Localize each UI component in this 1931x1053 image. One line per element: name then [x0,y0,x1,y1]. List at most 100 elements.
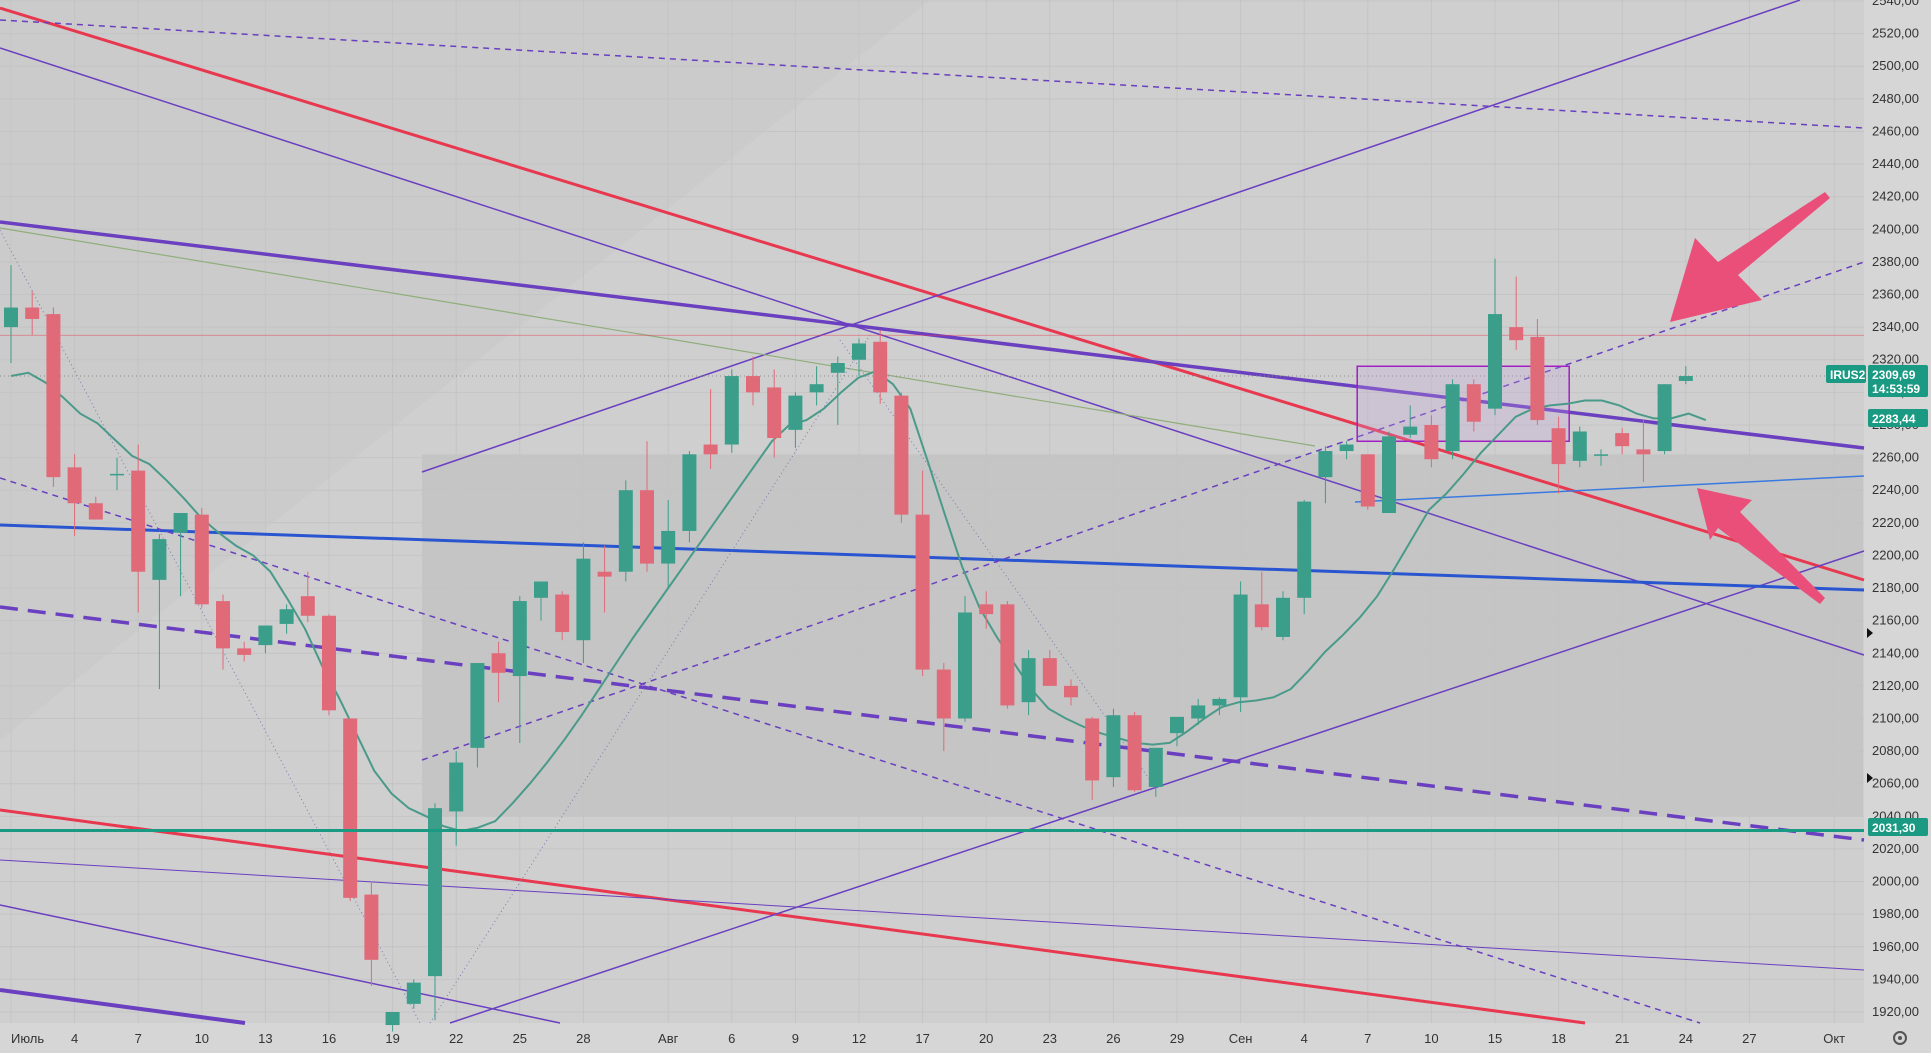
candle[interactable] [746,356,760,406]
candle[interactable] [194,508,209,608]
price-tick-label: 2520,00 [1872,26,1919,41]
candle[interactable] [1127,711,1142,792]
candle[interactable] [555,591,570,641]
scroll-right-icon-2[interactable] [1867,773,1873,783]
candle[interactable] [682,451,697,543]
grid-lines [0,0,1864,1023]
candle[interactable] [1233,581,1248,712]
candle[interactable] [216,594,230,670]
candle[interactable] [1466,379,1481,432]
candle[interactable] [894,392,909,523]
candle[interactable] [1064,679,1078,706]
candle[interactable] [1212,697,1227,716]
candle[interactable] [152,534,167,690]
candle[interactable] [1403,405,1418,439]
candle[interactable] [788,392,803,448]
candle[interactable] [958,596,972,722]
time-tick-label: Авг [658,1031,679,1046]
red-trendline-upper [0,6,1865,582]
candle[interactable] [661,499,676,589]
candle[interactable] [979,591,994,629]
candle[interactable] [385,1012,400,1032]
candle[interactable] [1339,441,1354,460]
candle[interactable] [67,454,82,536]
candles[interactable] [4,258,1693,1032]
candle[interactable] [830,356,845,425]
candle[interactable] [767,369,782,458]
candle[interactable] [1042,649,1057,686]
candle[interactable] [1615,428,1630,455]
candle[interactable] [936,663,951,752]
candle[interactable] [491,641,506,703]
candle[interactable] [131,444,146,613]
candle[interactable] [1424,415,1439,468]
candle[interactable] [343,718,358,902]
candle[interactable] [1530,318,1545,425]
candle[interactable] [1170,716,1184,747]
dotted-line-mid [429,334,871,1024]
candle[interactable] [237,641,252,662]
time-axis[interactable]: Июль 4 7 10 13 16 19 22 25 28 Авг 6 9 12 17 20 23 26 29 Сен… [11,1031,1845,1046]
settings-gear-icon[interactable] [1893,1031,1907,1045]
candle[interactable] [428,803,442,1021]
candle[interactable] [1382,431,1396,514]
candle[interactable] [809,366,824,406]
candle[interactable] [852,338,866,377]
candle[interactable] [1021,649,1036,716]
candle[interactable] [534,581,548,621]
candle[interactable] [597,545,612,613]
candle[interactable] [1191,698,1206,726]
candle[interactable] [25,291,40,336]
candle[interactable] [724,369,739,453]
candle[interactable] [1254,571,1269,631]
candle[interactable] [322,614,336,716]
candle[interactable] [512,596,527,743]
candle[interactable] [1572,426,1587,468]
candle[interactable] [300,571,315,623]
candle[interactable] [873,330,888,404]
candle[interactable] [1148,747,1163,797]
candle[interactable] [1085,716,1100,801]
candle[interactable] [576,542,591,664]
candle[interactable] [258,625,273,654]
candle[interactable] [1594,449,1608,466]
candle[interactable] [1445,379,1460,460]
candle[interactable] [618,480,633,582]
candle[interactable] [1106,708,1121,787]
candle[interactable] [88,496,103,520]
candle[interactable] [915,470,930,677]
candle[interactable] [364,881,379,986]
scroll-right-icon[interactable] [1867,628,1873,638]
annotation-arrows[interactable] [1670,192,1830,604]
price-axis[interactable]: 2540,00 2520,00 2500,00 2480,00 2460,00 2440,… [1872,0,1919,1019]
candle[interactable] [173,513,188,597]
candle-body-up [1382,436,1396,514]
candle-body-down [216,601,230,649]
countdown-label: 14:53:59 [1872,382,1920,396]
candle[interactable] [1360,454,1375,510]
candle[interactable] [110,457,124,491]
price-tick-label: 2460,00 [1872,123,1919,138]
candle[interactable] [1318,446,1333,504]
candle[interactable] [470,663,485,768]
candle[interactable] [1000,601,1015,709]
candle[interactable] [1678,366,1693,385]
candle[interactable] [1297,499,1312,615]
candle[interactable] [406,979,421,1009]
candle[interactable] [279,604,294,634]
candle[interactable] [1509,276,1524,350]
candle[interactable] [1488,258,1502,416]
candle[interactable] [1636,420,1651,483]
candle[interactable] [703,389,718,469]
candle[interactable] [46,307,61,487]
time-tick-label: 15 [1488,1031,1502,1046]
chart-icons[interactable] [1867,628,1907,1045]
candle[interactable] [1551,416,1566,494]
candle[interactable] [1276,591,1290,641]
candle[interactable] [1657,384,1672,455]
candle[interactable] [4,265,18,364]
candle[interactable] [640,441,654,572]
